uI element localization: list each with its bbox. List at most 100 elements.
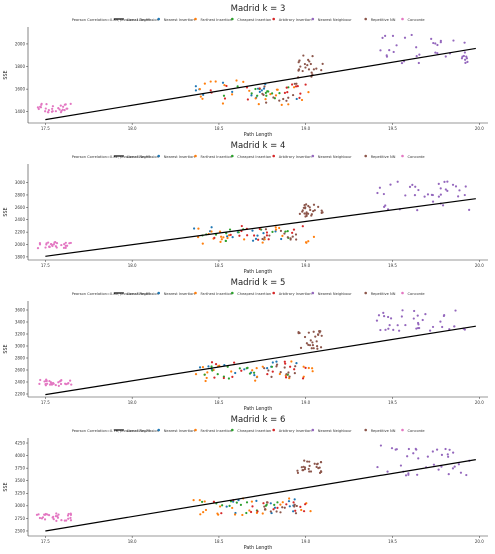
data-point	[255, 367, 258, 370]
data-point	[386, 470, 389, 473]
data-point	[47, 514, 51, 517]
data-point	[417, 61, 420, 65]
data-point	[54, 110, 57, 113]
x-tick-label: 18.0	[128, 400, 137, 405]
data-point	[270, 365, 274, 368]
data-point	[64, 382, 67, 385]
y-tick-label: 2000	[15, 41, 26, 46]
legend: Pearson Correlation=0.81, p-value=6.4e-9…	[72, 154, 425, 159]
data-point	[55, 519, 58, 523]
data-point	[426, 193, 430, 196]
data-point	[463, 328, 466, 331]
data-point	[291, 93, 295, 97]
data-point	[251, 369, 254, 372]
data-point	[47, 109, 50, 112]
data-point	[296, 85, 299, 88]
legend-label: Nearest Insertion	[164, 18, 195, 22]
data-point	[375, 319, 379, 322]
data-point	[423, 195, 426, 198]
data-point	[304, 83, 307, 86]
data-point	[218, 230, 222, 233]
data-point	[287, 500, 291, 503]
data-point	[313, 462, 316, 465]
data-point	[448, 448, 451, 451]
data-point	[40, 517, 44, 520]
data-point	[446, 189, 449, 192]
data-point	[245, 501, 249, 504]
legend-label: Farthest Insertion	[201, 429, 233, 433]
legend-label: Nearest Insertion	[164, 292, 195, 296]
data-point	[311, 55, 314, 58]
data-point	[398, 329, 401, 332]
y-tick-label: 2200	[15, 230, 26, 235]
data-point	[301, 225, 304, 228]
data-point	[432, 41, 435, 45]
legend-marker-cheapest-insertion	[231, 154, 234, 158]
data-point	[229, 233, 232, 236]
data-point	[401, 309, 404, 312]
data-point	[307, 331, 310, 334]
data-point	[443, 180, 446, 183]
legend-label: Nearest Neighbour	[318, 292, 352, 296]
data-point	[261, 365, 264, 368]
data-point	[210, 226, 213, 229]
data-point	[261, 241, 264, 244]
data-point	[315, 340, 318, 343]
data-point	[309, 62, 312, 66]
data-point	[241, 513, 244, 517]
x-tick-label: 17.5	[41, 126, 50, 131]
legend-label: Repetitive NN	[371, 18, 396, 22]
series-nearest-insertion	[225, 498, 296, 515]
data-point	[446, 453, 449, 456]
data-point	[298, 59, 301, 62]
data-point	[194, 89, 198, 92]
data-point	[310, 71, 313, 74]
data-point	[300, 466, 303, 469]
data-point	[257, 103, 260, 106]
data-point	[62, 105, 65, 108]
data-point	[289, 238, 292, 241]
data-point	[54, 514, 58, 518]
data-point	[288, 505, 291, 508]
data-point	[197, 236, 200, 239]
data-point	[268, 234, 271, 237]
data-point	[395, 44, 398, 47]
data-point	[272, 96, 275, 99]
x-axis-label: Path Length	[244, 406, 273, 412]
data-point	[302, 206, 305, 209]
data-point	[417, 188, 420, 192]
data-point	[439, 187, 442, 190]
data-point	[431, 200, 435, 203]
data-point	[292, 510, 295, 513]
y-tick-label: 3500	[15, 478, 26, 483]
data-point	[228, 504, 231, 507]
x-tick-label: 17.5	[41, 400, 50, 405]
y-tick-label: 2800	[15, 192, 26, 197]
data-point	[238, 234, 241, 237]
y-tick-label: 2600	[15, 205, 26, 210]
data-point	[227, 377, 231, 380]
data-point	[293, 505, 296, 508]
data-point	[293, 82, 296, 85]
data-point	[319, 346, 323, 349]
data-point	[302, 510, 306, 513]
data-point	[379, 444, 383, 447]
data-point	[399, 464, 403, 467]
data-point	[307, 467, 310, 471]
data-point	[212, 500, 216, 503]
data-point	[275, 510, 278, 513]
legend-marker-arbitrary-insertion	[272, 291, 276, 295]
data-point	[279, 371, 282, 374]
data-point	[285, 99, 288, 102]
data-point	[451, 183, 455, 186]
data-point	[253, 374, 256, 377]
data-point	[316, 347, 319, 350]
chart-title: Madrid k = 6	[231, 415, 286, 425]
data-point	[221, 81, 225, 84]
y-tick-label: 3400	[15, 319, 26, 324]
data-point	[312, 347, 315, 350]
data-point	[286, 236, 289, 239]
data-point	[220, 238, 223, 241]
